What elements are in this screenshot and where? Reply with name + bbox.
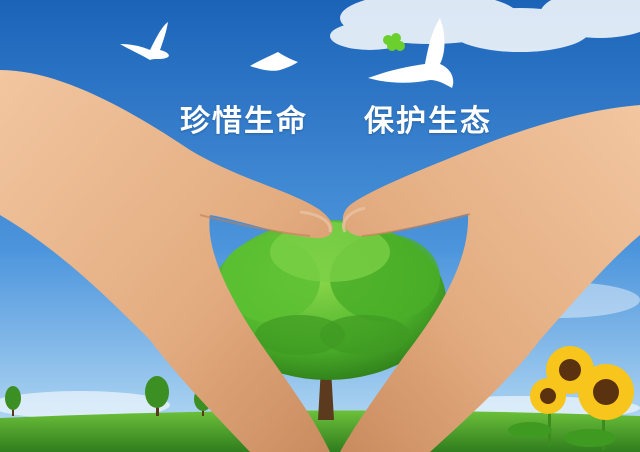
slogan-cherish-life: 珍惜生命 xyxy=(180,104,308,139)
right-hand xyxy=(340,105,640,452)
dove-icon xyxy=(368,18,454,88)
dove-icon xyxy=(120,22,169,60)
grass-field xyxy=(0,410,640,452)
clover-icon xyxy=(383,33,405,51)
sunflower-icon xyxy=(508,346,634,450)
central-tree xyxy=(210,220,446,420)
left-hand xyxy=(0,70,333,452)
slogan-protect-ecology: 保护生态 xyxy=(364,104,492,139)
dove-icon xyxy=(250,52,298,71)
